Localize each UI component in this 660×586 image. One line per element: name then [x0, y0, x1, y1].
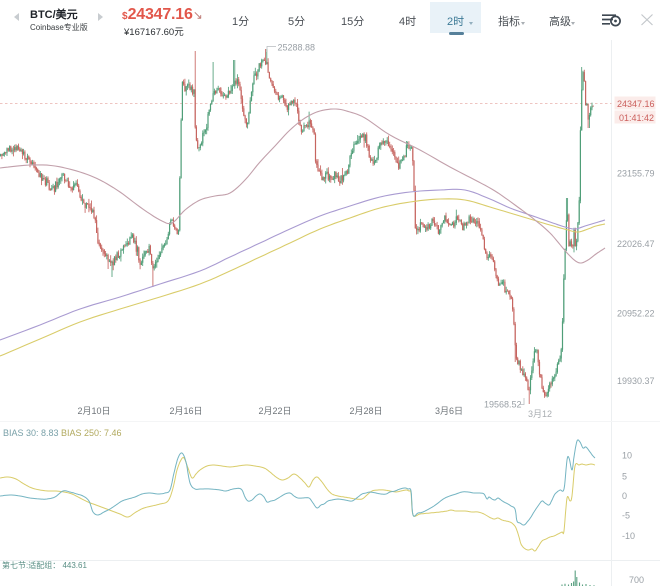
svg-text:BIAS 30:: BIAS 30:	[3, 428, 39, 438]
svg-text:2月10日: 2月10日	[77, 406, 110, 416]
svg-text:3月6日: 3月6日	[435, 406, 463, 416]
svg-text:24347.16: 24347.16	[617, 99, 655, 109]
svg-text:2月28日: 2月28日	[349, 406, 382, 416]
svg-text:8.83: 8.83	[41, 428, 59, 438]
svg-text:25288.88: 25288.88	[278, 43, 316, 53]
svg-text:22026.47: 22026.47	[617, 239, 655, 249]
svg-text:01:41:42: 01:41:42	[619, 113, 654, 123]
svg-text:-5: -5	[622, 511, 630, 521]
svg-text:23155.79: 23155.79	[617, 169, 655, 179]
svg-text:BIAS 250:: BIAS 250:	[61, 428, 102, 438]
svg-text:19568.52: 19568.52	[484, 400, 522, 410]
svg-text:0: 0	[622, 491, 627, 501]
svg-text:20952.22: 20952.22	[617, 309, 655, 319]
svg-text:19930.37: 19930.37	[617, 376, 655, 386]
svg-text:10: 10	[622, 451, 632, 461]
svg-text:第七节:适配组： 443.61: 第七节:适配组： 443.61	[2, 560, 87, 570]
svg-text:-10: -10	[622, 531, 635, 541]
svg-text:700: 700	[629, 575, 644, 585]
svg-text:7.46: 7.46	[104, 428, 122, 438]
svg-text:5: 5	[622, 472, 627, 482]
svg-text:3月12: 3月12	[528, 409, 552, 419]
svg-text:2月16日: 2月16日	[169, 406, 202, 416]
svg-text:2月22日: 2月22日	[258, 406, 291, 416]
